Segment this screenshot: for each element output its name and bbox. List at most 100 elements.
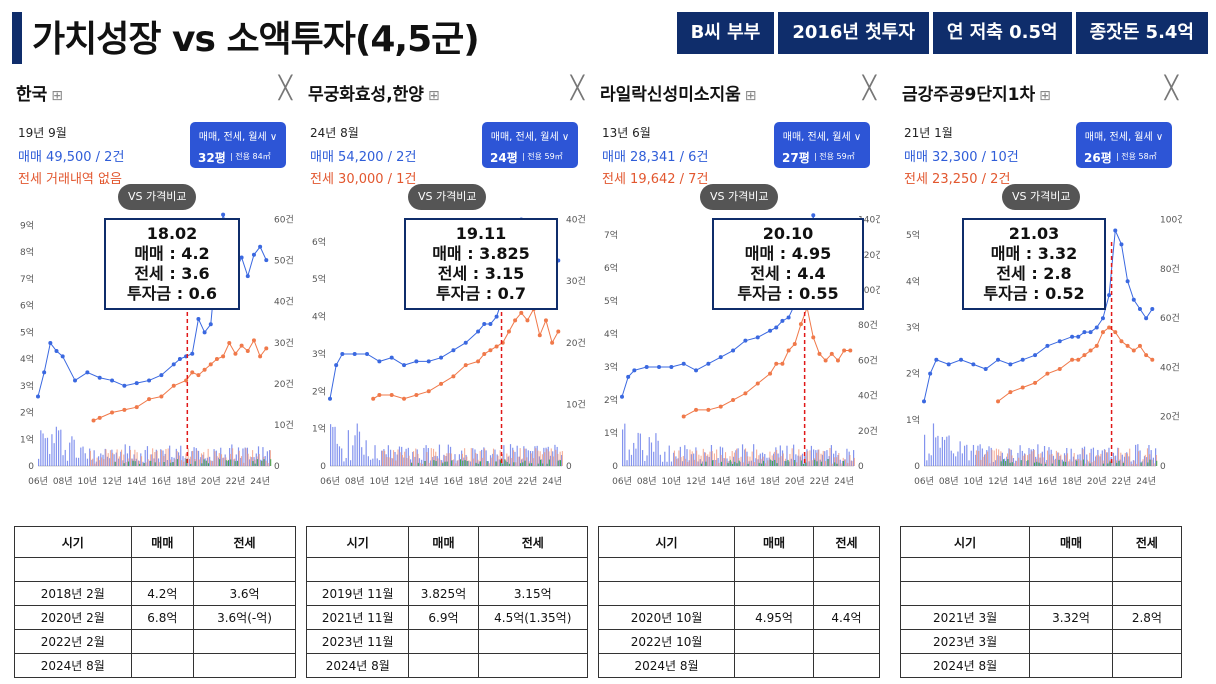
volume-bar-sale — [761, 452, 764, 466]
volume-bar-sale — [628, 449, 630, 466]
x-tick: 06년 — [320, 476, 340, 487]
sale-point — [258, 244, 263, 249]
volume-bar-sale — [149, 460, 151, 466]
volume-bar-sale — [95, 461, 97, 466]
sale-point — [718, 355, 723, 360]
sale-point — [264, 258, 269, 263]
sale-point — [1125, 279, 1130, 284]
volume-bar-sale — [813, 449, 815, 466]
volume-bar-rent — [539, 451, 541, 466]
volume-bar-monthly — [776, 463, 778, 466]
compare-button[interactable]: VS 가격비교 — [408, 184, 487, 210]
volume-bar-sale — [713, 459, 715, 466]
filter-button[interactable]: 매매, 전세, 월세 ∨ 24평 | 전용 59㎡ — [482, 122, 578, 168]
filter-button[interactable]: 매매, 전세, 월세 ∨ 32평 | 전용 84㎡ — [190, 122, 286, 168]
volume-bar-rent — [776, 449, 778, 466]
volume-bar-sale — [1023, 453, 1026, 466]
volume-bar-monthly — [219, 459, 221, 466]
table-cell — [305, 557, 410, 582]
volume-bar-sale — [624, 423, 626, 466]
volume-bar-sale — [1139, 450, 1141, 466]
rent-point — [402, 396, 407, 401]
pyeong-label: 32평 — [198, 151, 226, 165]
volume-bar-sale — [496, 454, 498, 466]
volume-bar-sale — [527, 450, 529, 466]
volume-bar-sale — [988, 446, 990, 466]
volume-bar-sale — [336, 443, 338, 466]
volume-bar-rent — [232, 448, 234, 466]
y-tick-left: 4억 — [312, 311, 326, 323]
volume-bar-rent — [220, 454, 223, 466]
volume-bar-monthly — [1045, 463, 1047, 466]
volume-bar-rent — [769, 451, 771, 466]
volume-bar-sale — [992, 461, 995, 466]
close-icon[interactable]: ╳ — [570, 76, 584, 101]
map-icon[interactable]: ⊞ — [1039, 88, 1051, 104]
volume-bar-rent — [742, 462, 744, 466]
sale-point — [122, 383, 127, 388]
table-cell — [597, 581, 736, 606]
volume-bar-rent — [978, 451, 980, 466]
volume-bar-rent — [245, 448, 247, 466]
volume-bar-rent — [490, 457, 492, 466]
map-icon[interactable]: ⊞ — [51, 88, 64, 104]
map-icon[interactable]: ⊞ — [744, 88, 757, 104]
volume-bar-sale — [1135, 444, 1137, 466]
x-tick: 18년 — [760, 476, 780, 487]
volume-bar-sale — [255, 453, 257, 466]
volume-bar-rent — [240, 456, 243, 466]
volume-bar-rent — [223, 457, 225, 466]
volume-bar-rent — [1082, 449, 1084, 466]
compare-button[interactable]: VS 가격비교 — [1002, 184, 1081, 210]
volume-bar-sale — [60, 429, 62, 466]
volume-bar-rent — [831, 463, 833, 466]
volume-bar-sale — [345, 458, 347, 466]
filter-button[interactable]: 매매, 전세, 월세 ∨ 26평 | 전용 58㎡ — [1076, 122, 1172, 168]
volume-bar-monthly — [508, 463, 510, 466]
volume-bar-sale — [182, 456, 184, 466]
volume-bar-rent — [417, 453, 419, 466]
volume-bar-rent — [450, 453, 452, 466]
close-icon[interactable]: ╳ — [278, 76, 292, 101]
volume-bar-sale — [367, 456, 369, 466]
volume-bar-sale — [724, 458, 726, 466]
volume-bar-sale — [394, 451, 396, 466]
volume-bar-monthly — [734, 461, 736, 466]
volume-bar-monthly — [114, 461, 116, 466]
volume-bar-sale — [1103, 449, 1106, 466]
compare-button[interactable]: VS 가격비교 — [118, 184, 197, 210]
volume-bar-sale — [1037, 444, 1039, 466]
volume-bar-sale — [356, 423, 358, 466]
sale-info: 매매 49,500 / 2건 — [18, 150, 125, 165]
volume-bar-monthly — [190, 463, 192, 466]
volume-bar-sale — [558, 459, 560, 466]
volume-bar-sale — [372, 458, 374, 466]
volume-bar-rent — [499, 450, 501, 466]
filter-button[interactable]: 매매, 전세, 월세 ∨ 27평 | 전용 59㎡ — [774, 122, 870, 168]
table-row — [597, 557, 881, 582]
volume-bar-sale — [1126, 452, 1128, 466]
volume-bar-sale — [117, 458, 120, 466]
volume-bar-sale — [1079, 454, 1081, 466]
volume-bar-rent — [716, 449, 718, 466]
volume-bar-sale — [514, 451, 516, 466]
volume-bar-sale — [1021, 450, 1023, 466]
close-icon[interactable]: ╳ — [1164, 76, 1178, 101]
volume-bar-rent — [1051, 454, 1053, 466]
volume-bar-rent — [718, 462, 720, 466]
volume-bar-sale — [788, 461, 790, 466]
compare-button[interactable]: VS 가격비교 — [700, 184, 779, 210]
x-tick: 22년 — [226, 476, 246, 487]
table-cell — [812, 653, 881, 678]
volume-bar-sale — [930, 455, 932, 466]
y-tick-left: 0 — [612, 462, 618, 472]
close-icon[interactable]: ╳ — [862, 76, 876, 101]
volume-bar-rent — [798, 449, 800, 466]
volume-bar-rent — [684, 458, 687, 466]
y-tick-right: 0 — [274, 462, 280, 472]
volume-bar-rent — [444, 455, 446, 466]
table-header-cell: 매매 — [1029, 526, 1113, 558]
map-icon[interactable]: ⊞ — [427, 88, 440, 104]
sale-point — [1020, 357, 1025, 362]
volume-bar-rent — [1022, 455, 1024, 466]
